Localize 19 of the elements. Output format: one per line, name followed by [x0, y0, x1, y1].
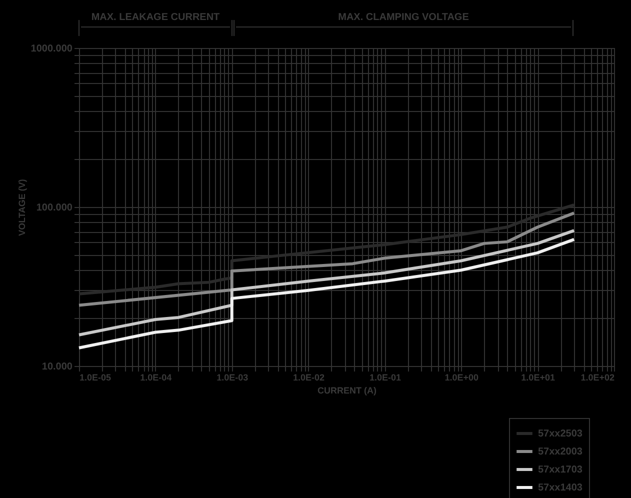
y-tick-label: 1000.000 — [30, 44, 73, 54]
text: MAX. LEAKAGE CURRENT — [91, 12, 220, 23]
y-tick-label: 10.000 — [42, 362, 73, 372]
y-axis-title: VOLTAGE (V) — [16, 179, 27, 236]
x-tick-label: 1.0E+02 — [580, 372, 614, 382]
x-tick-label: 1.0E-04 — [140, 372, 172, 382]
x-tick-label: 1.0E-02 — [293, 372, 325, 382]
x-axis-title: CURRENT (A) — [318, 386, 376, 396]
text: MAX. CLAMPING VOLTAGE — [338, 12, 470, 23]
x-tick-label: 1.0E-03 — [216, 372, 248, 382]
legend-label: 57xx2003 — [538, 446, 583, 458]
x-tick-label: 1.0E-01 — [369, 372, 401, 382]
legend-label: 57xx1403 — [538, 482, 583, 494]
legend-label: 57xx1703 — [538, 464, 583, 476]
y-tick-label: 100.000 — [36, 202, 73, 214]
x-tick-label: 1.0E+01 — [521, 372, 555, 382]
legend-label: 57xx2503 — [538, 428, 583, 440]
x-tick-label: 1.0E-05 — [80, 372, 112, 382]
x-tick-label: 1.0E+00 — [444, 372, 479, 382]
